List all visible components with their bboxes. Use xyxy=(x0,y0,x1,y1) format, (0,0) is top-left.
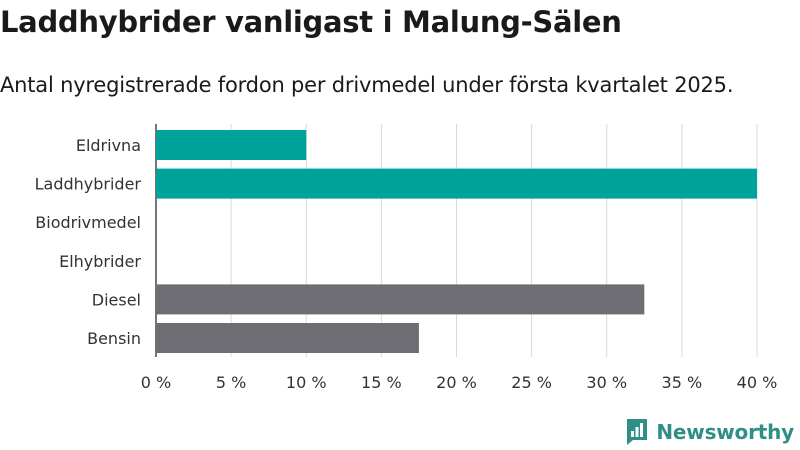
x-tick-label: 35 % xyxy=(662,373,703,392)
category-label: Diesel xyxy=(92,290,141,309)
bar-laddhybrider xyxy=(156,168,757,199)
x-tick-label: 10 % xyxy=(286,373,327,392)
bar-bensin xyxy=(156,323,419,353)
x-tick-label: 5 % xyxy=(216,373,246,392)
chart-title: Laddhybrider vanligast i Malung-Sälen xyxy=(0,5,622,39)
x-tick-labels: 0 % 5 % 10 % 15 % 20 % 25 % 30 % 35 % 40 % xyxy=(141,373,778,392)
newsworthy-logo-text: Newsworthy xyxy=(656,420,794,444)
category-label: Elhybrider xyxy=(59,252,141,271)
chart-subtitle: Antal nyregistrerade fordon per drivmede… xyxy=(0,73,734,97)
x-tick-label: 40 % xyxy=(737,373,778,392)
bar-diesel xyxy=(156,284,645,315)
bar-eldrivna xyxy=(156,130,307,160)
x-tick-label: 0 % xyxy=(141,373,171,392)
x-tick-label: 15 % xyxy=(361,373,402,392)
x-tick-label: 20 % xyxy=(436,373,477,392)
newsworthy-logo: Newsworthy xyxy=(625,418,794,446)
bars xyxy=(156,130,757,353)
x-tick-label: 25 % xyxy=(511,373,552,392)
gridlines xyxy=(155,124,758,357)
x-tick-label: 30 % xyxy=(586,373,627,392)
newsworthy-logo-icon xyxy=(627,419,648,445)
category-labels: Eldrivna Laddhybrider Biodrivmedel Elhybrid… xyxy=(35,136,142,348)
category-label: Eldrivna xyxy=(76,136,141,155)
category-label: Laddhybrider xyxy=(35,175,142,194)
category-label: Biodrivmedel xyxy=(35,213,141,232)
category-label: Bensin xyxy=(87,329,141,348)
